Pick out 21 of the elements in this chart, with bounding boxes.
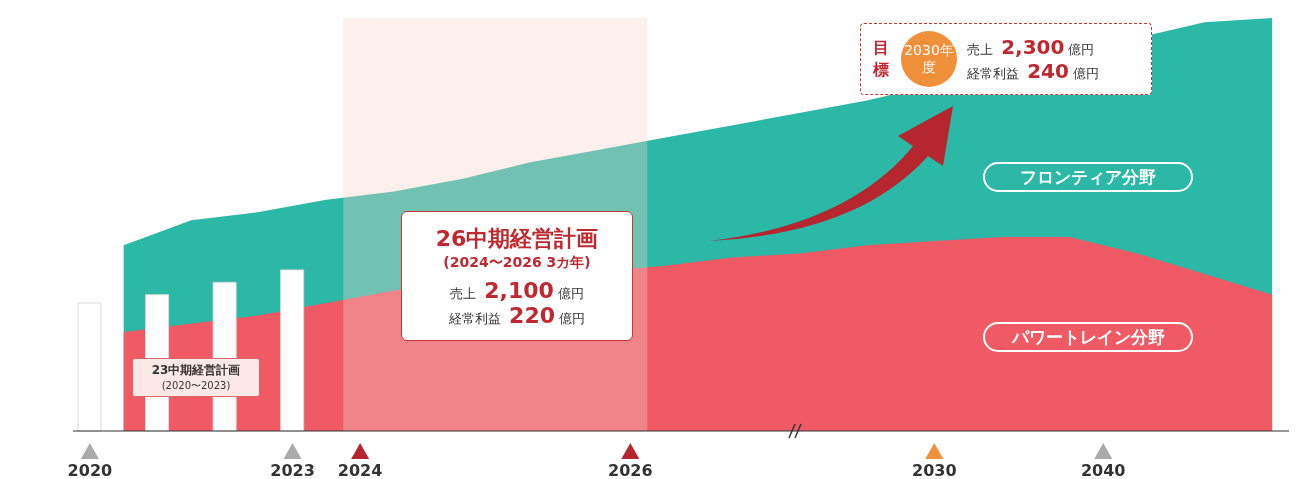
- annotation: 売上 2,100 億円: [450, 278, 584, 303]
- x-tick-label: 2026: [608, 461, 653, 479]
- annotation: 2030年度: [901, 31, 957, 87]
- x-tick-label: 2040: [1080, 461, 1126, 479]
- name-pill: フロンティア分野: [983, 162, 1193, 192]
- callout-box: 23中期経営計画 (2020〜2023): [132, 358, 260, 397]
- x-tick-label: 2023: [270, 461, 315, 479]
- bar: [280, 269, 305, 432]
- annotation: (2024〜2026 3カ年): [443, 254, 591, 272]
- annotation: 目標: [873, 37, 890, 81]
- annotation: 売上 2,300 億円: [967, 35, 1096, 59]
- x-tick-label: 2024: [337, 461, 383, 479]
- x-tick-label: 2020: [67, 461, 113, 479]
- annotation: 経常利益 240 億円: [967, 59, 1099, 83]
- annotation: 経常利益 220 億円: [448, 303, 586, 328]
- x-tick-label: 2030: [912, 461, 957, 479]
- annotation: 23中期経営計画: [150, 362, 242, 379]
- name-pill: パワートレイン分野: [983, 322, 1193, 352]
- annotation: (2020〜2023): [160, 379, 232, 393]
- annotation: 26中期経営計画: [435, 225, 599, 253]
- bar: [77, 302, 102, 432]
